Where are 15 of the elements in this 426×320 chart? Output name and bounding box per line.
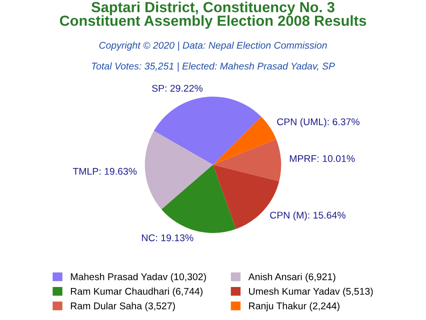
text: Total Votes: 35,251 | Elected: Mahesh Prasad Yadav, SP [92, 62, 335, 72]
legend-label: Ranju Thakur (2,244) [249, 302, 340, 312]
data-label: CPN (M): 15.64% [270, 211, 346, 221]
legend-label: Mahesh Prasad Yadav (10,302) [70, 273, 206, 282]
chart-title: Saptari District, Constituency No. 3 Constituent Assembly Election 2008 Results [60, 2, 366, 29]
legend-label: Ram Kumar Chaudhari (6,744) [70, 288, 202, 297]
legend-label: Ram Dular Saha (3,527) [70, 302, 175, 312]
data-label: TMLP: 19.63% [72, 168, 137, 175]
data-label: MPRF: 10.01% [290, 155, 355, 162]
data-label: CPN (UML): 6.37% [277, 118, 360, 128]
data-label: SP: 29.22% [152, 84, 203, 92]
legend-label: Umesh Kumar Yadav (5,513) [249, 288, 373, 297]
chart-subtitle: Copyright © 2020 | Data: Nepal Election Commission [99, 42, 327, 51]
data-label: NC: 19.13% [142, 234, 194, 242]
legend-label: Anish Ansari (6,921) [248, 273, 336, 282]
